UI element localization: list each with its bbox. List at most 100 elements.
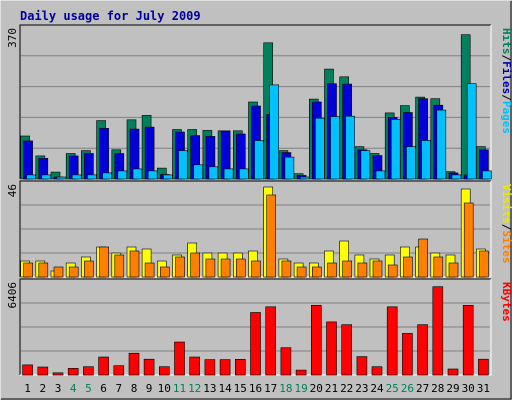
bar-pages: [390, 119, 401, 180]
bar-pages: [26, 174, 36, 180]
bar-kbytes: [432, 286, 444, 376]
bar-sites: [144, 262, 155, 278]
bar-kbytes: [98, 356, 109, 376]
bar-sites: [220, 258, 231, 278]
bar-sites: [479, 250, 489, 278]
bar-sites: [433, 256, 444, 278]
bar-pages: [193, 164, 203, 180]
x-tick-label: 28: [431, 382, 444, 395]
bar-kbytes: [265, 306, 277, 376]
bar-pages: [178, 150, 188, 180]
x-tick-label: 20: [310, 382, 323, 395]
x-tick-label: 29: [446, 382, 459, 395]
legend-separator: /: [500, 55, 512, 62]
bar-pages: [223, 168, 234, 180]
legend-label: KBytes: [500, 282, 512, 322]
bar-kbytes: [478, 358, 489, 376]
bar-pages: [345, 115, 356, 180]
bar-pages: [41, 174, 52, 180]
chart-title: Daily usage for July 2009: [20, 9, 201, 23]
x-tick-label: 9: [146, 382, 153, 395]
bar-sites: [190, 252, 200, 278]
bar-sites: [68, 266, 79, 278]
bar-pages: [239, 168, 249, 180]
bar-kbytes: [235, 358, 246, 376]
x-tick-label: 27: [416, 382, 429, 395]
bar-kbytes: [417, 324, 428, 376]
bar-kbytes: [462, 304, 474, 376]
x-tick-label: 13: [203, 382, 216, 395]
bar-pages: [330, 116, 340, 180]
x-tick-label: 24: [370, 382, 384, 395]
legend-label: Visits/Sites: [500, 184, 512, 264]
bar-pages: [132, 168, 143, 180]
x-tick-label: 17: [264, 382, 277, 395]
bar-kbytes: [295, 369, 307, 376]
bar-pages: [117, 170, 128, 180]
x-tick-label: 18: [279, 382, 292, 395]
x-tick-label: 23: [355, 382, 368, 395]
legend-visits: Visits: [500, 184, 512, 224]
bar-kbytes: [67, 367, 79, 376]
bar-kbytes: [326, 321, 337, 376]
bar-files: [99, 128, 109, 180]
bar-kbytes: [189, 356, 200, 376]
bar-pages: [163, 174, 173, 180]
bar-kbytes: [356, 356, 368, 376]
bar-sites: [281, 260, 292, 278]
legend-kbytes: KBytes: [500, 282, 512, 322]
bar-sites: [99, 246, 109, 278]
bar-pages: [147, 170, 158, 180]
bar-kbytes: [37, 366, 49, 376]
bar-pages: [360, 150, 371, 180]
bar-pages: [102, 172, 112, 180]
bar-sites: [311, 266, 322, 278]
x-tick-label: 19: [294, 382, 307, 395]
panel-border-dark: [19, 24, 491, 179]
bar-kbytes: [386, 306, 398, 376]
legend-files: Files: [500, 61, 512, 94]
bar-sites: [372, 260, 383, 278]
x-axis: 1 2 3 4 5 6 7 8 9 10 11 12 13 14 15 16 17 18 19 20 21 22 23 24 2…: [24, 382, 490, 395]
scale-label: 370: [6, 28, 19, 48]
x-tick-label: 16: [249, 382, 262, 395]
bar-sites: [38, 262, 49, 278]
bar-kbytes: [174, 341, 185, 376]
bar-sites: [160, 266, 170, 278]
bar-sites: [357, 262, 368, 278]
bar-kbytes: [402, 333, 413, 376]
bar-pages: [269, 84, 280, 180]
legend-sites: Sites: [500, 230, 512, 263]
x-tick-label: 11: [173, 382, 186, 395]
bar-pages: [208, 166, 219, 180]
bar-sites: [403, 256, 413, 278]
bar-kbytes: [341, 324, 353, 376]
bar-pages: [71, 174, 82, 180]
bar-kbytes: [310, 304, 322, 376]
bar-sites: [251, 260, 261, 278]
x-tick-label: 30: [462, 382, 475, 395]
panel-border-dark: [19, 278, 491, 375]
bar-kbytes: [22, 364, 33, 376]
bar-sites: [327, 262, 337, 278]
bar-kbytes: [159, 366, 170, 376]
legend-pages: Pages: [500, 101, 512, 134]
bar-sites: [236, 258, 246, 278]
bar-pages: [56, 176, 67, 180]
bar-pages: [421, 140, 431, 180]
bar-kbytes: [52, 372, 64, 376]
x-tick-label: 2: [39, 382, 46, 395]
legend-separator: /: [500, 94, 512, 101]
bar-pages: [314, 117, 325, 180]
bar-sites: [129, 250, 140, 278]
bar-sites: [23, 262, 33, 278]
scale-label: 6406: [6, 282, 19, 309]
legend-separator: /: [500, 224, 512, 231]
panel-border-dark: [19, 180, 491, 277]
bar-pages: [451, 174, 462, 180]
x-tick-label: 7: [115, 382, 122, 395]
x-tick-label: 10: [158, 382, 171, 395]
x-tick-label: 4: [70, 382, 77, 395]
